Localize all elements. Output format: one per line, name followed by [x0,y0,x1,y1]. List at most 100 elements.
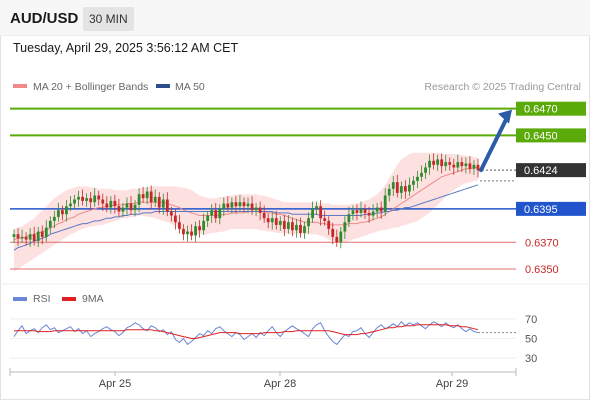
symbol-title: AUD/USD [10,10,79,27]
candle-body [343,222,347,232]
ma20-legend-swatch [13,84,27,88]
candle-body [363,208,367,213]
candle-body [367,212,371,216]
candle-body [20,236,24,239]
candle-body [391,182,395,189]
candle-body [137,194,141,205]
candle-body [351,210,355,215]
candle-body [472,164,476,169]
candle-body [77,196,80,200]
candle-body [399,186,403,193]
candle-body [210,210,214,216]
candle-body [85,198,89,201]
candle-body [48,220,52,228]
candle-body [311,208,314,219]
candle-body [387,188,391,196]
candle-body [133,204,137,211]
candle-body [307,218,310,227]
candle-body [44,227,48,237]
candle-body [424,167,427,173]
candle-body [383,195,387,212]
candle-body [109,200,113,208]
candle-body [420,172,423,177]
candle-body [295,224,298,231]
candle-body [218,208,222,219]
time-label: Apr 28 [264,378,296,390]
candle-body [315,206,319,209]
candle-body [379,207,383,212]
candle-body [97,195,101,200]
candle-body [178,222,181,229]
candle-body [327,220,331,229]
level-label-0.6395: 0.6395 [524,204,558,216]
rsi-tick-50: 50 [525,334,537,346]
candle-body [234,202,238,207]
candle-body [198,226,201,231]
candle-body [355,210,359,213]
candle-body [73,199,76,204]
candle-body [371,211,375,216]
candle-body [161,199,165,208]
candle-body [121,207,125,212]
candle-body [12,234,16,237]
candle-body [319,206,323,219]
candle-body [436,159,440,165]
candle-body [61,210,64,215]
candle-body [347,214,351,223]
candle-body [145,191,149,199]
rsi-legend: RSI 9MA [13,293,104,305]
candle-body [339,231,343,243]
candle-body [238,202,242,207]
candle-body [299,224,302,233]
candle-body [190,231,193,236]
candle-body [182,228,185,235]
candle-body [165,199,169,212]
rsi-legend-swatch [13,297,27,301]
ma20-line [13,167,478,241]
candle-body [250,203,254,211]
candle-body [40,231,44,237]
candle-body [141,194,145,199]
current-price-label: 0.6424 [524,165,558,177]
candle-body [89,198,93,203]
rsi-ma-legend-label: 9MA [82,293,104,305]
chart-datetime: Tuesday, April 29, 2025 3:56:12 AM CET [13,41,239,55]
rsi-plot: 70 50 30 [10,314,537,365]
credit-label: Research © 2025 Trading Central [424,81,581,93]
candle-body [286,222,290,229]
level-tag-0.6450 [516,128,586,143]
candle-body [93,195,97,203]
candle-body [206,215,210,221]
candle-body [323,218,327,221]
candle-body [186,231,189,235]
candle-body [412,180,415,185]
candle-body [408,184,411,192]
candle-body [81,196,84,201]
candle-body [448,162,452,165]
ma50-legend-label: MA 50 [175,81,205,93]
candle-body [303,226,306,233]
candle-body [169,211,173,216]
candle-body [36,231,40,241]
candle-body [468,163,472,169]
candle-body [270,218,274,223]
candle-body [266,218,270,223]
candle-body [456,162,460,168]
candle-body [440,159,444,167]
interval-badge[interactable]: 30 MIN [83,7,134,31]
main-legend: MA 20 + Bollinger Bands MA 50 Research ©… [13,81,581,93]
candle-body [214,210,218,219]
candle-body [464,163,468,167]
rsi-line [13,321,479,346]
candle-body [129,203,133,211]
candle-body [202,220,206,231]
level-label-0.6350: 0.6350 [525,264,559,276]
price-plot: 0.6470 0.6450 0.6424 0.6395 0.6370 0.6350 [10,101,586,276]
rsi-tick-30: 30 [525,353,537,365]
candle-body [375,207,379,212]
candle-body [242,202,246,207]
current-price-tag [516,163,586,178]
candle-body [125,203,129,208]
level-label-0.6470: 0.6470 [524,104,558,116]
